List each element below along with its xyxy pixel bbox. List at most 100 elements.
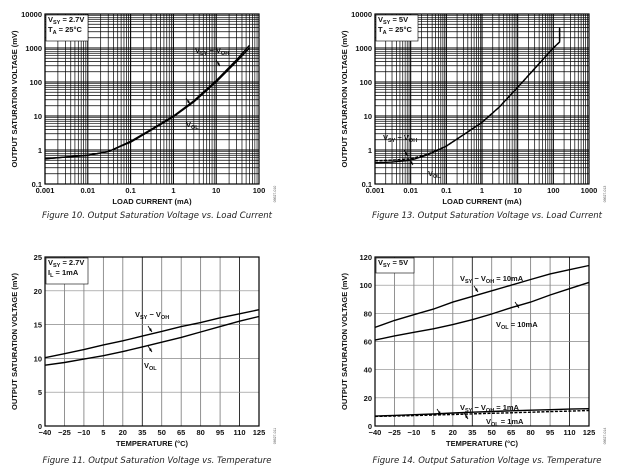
y-tick-label: 1000 bbox=[25, 44, 42, 53]
x-tick-label: 100 bbox=[253, 186, 266, 195]
figure-caption: Figure 14. Output Saturation Voltage vs.… bbox=[373, 456, 602, 466]
x-tick-label: 0.1 bbox=[441, 186, 451, 195]
series-line-1 bbox=[374, 264, 590, 329]
y-tick-label: 60 bbox=[364, 338, 372, 347]
x-tick-label: 95 bbox=[546, 428, 554, 437]
series-label: VOL = 10mA bbox=[496, 320, 538, 331]
series-label: VSY − VOH = 1mA bbox=[460, 403, 520, 414]
y-axis-label: OUTPUT SATURATION VOLTAGE (mV) bbox=[340, 273, 349, 410]
plot-frame bbox=[44, 13, 260, 185]
series-line-2 bbox=[374, 27, 561, 164]
x-tick-label: 65 bbox=[507, 428, 515, 437]
x-tick-label: 50 bbox=[488, 428, 496, 437]
y-tick-label: 120 bbox=[359, 253, 372, 262]
y-tick-label: 10 bbox=[34, 354, 42, 363]
y-tick-label: 20 bbox=[34, 287, 42, 296]
x-tick-label: 5 bbox=[431, 428, 435, 437]
x-tick-label: −10 bbox=[78, 428, 91, 437]
series-label: VOL bbox=[144, 361, 157, 372]
x-tick-label: −40 bbox=[369, 428, 382, 437]
arrowhead-icon bbox=[149, 328, 152, 332]
x-tick-label: 10 bbox=[212, 186, 220, 195]
y-tick-label: 0.1 bbox=[362, 180, 372, 189]
series-line-2 bbox=[44, 315, 260, 366]
figure-caption: Figure 11. Output Saturation Voltage vs.… bbox=[43, 456, 272, 466]
y-tick-label: 100 bbox=[29, 78, 42, 87]
plot-frame bbox=[44, 256, 260, 427]
y-tick-label: 10000 bbox=[351, 10, 372, 19]
condition-label: IL = 1mA bbox=[48, 268, 79, 279]
y-tick-label: 0 bbox=[368, 422, 372, 431]
x-axis-label: LOAD CURRENT (mA) bbox=[442, 197, 522, 206]
series-label: VSY − VOH bbox=[195, 46, 229, 57]
series-label: VSY − VOH bbox=[383, 133, 417, 144]
figure-caption: Figure 13. Output Saturation Voltage vs.… bbox=[372, 211, 603, 221]
x-tick-label: 125 bbox=[253, 428, 266, 437]
arrowhead-icon bbox=[438, 411, 441, 415]
condition-label: VSY = 5V bbox=[378, 15, 408, 26]
gridlines bbox=[44, 14, 259, 185]
y-tick-label: 10000 bbox=[21, 10, 42, 19]
condition-label: VSY = 5V bbox=[378, 258, 408, 269]
x-tick-label: 80 bbox=[196, 428, 204, 437]
x-tick-label: 20 bbox=[119, 428, 127, 437]
y-tick-label: 1 bbox=[38, 146, 42, 155]
x-tick-label: 0.01 bbox=[403, 186, 418, 195]
x-tick-label: 35 bbox=[468, 428, 476, 437]
arrowhead-icon bbox=[475, 288, 478, 292]
x-tick-label: −40 bbox=[39, 428, 52, 437]
y-tick-label: 10 bbox=[364, 112, 372, 121]
y-tick-label: 100 bbox=[359, 281, 372, 290]
arrowhead-icon bbox=[217, 62, 220, 66]
arrowhead-icon bbox=[516, 304, 519, 308]
conditions-box bbox=[375, 257, 415, 274]
series-label: VSY − VOH = 10mA bbox=[460, 274, 524, 285]
x-tick-label: 0.001 bbox=[366, 186, 385, 195]
y-tick-label: 100 bbox=[359, 78, 372, 87]
series-line-2 bbox=[374, 281, 590, 341]
x-tick-label: 95 bbox=[216, 428, 224, 437]
x-tick-label: 65 bbox=[177, 428, 185, 437]
series-label: VSY − VOH bbox=[135, 310, 169, 321]
y-axis-label: OUTPUT SATURATION VOLTAGE (mV) bbox=[10, 30, 19, 167]
series-line-2 bbox=[44, 47, 251, 160]
x-tick-label: 110 bbox=[563, 428, 575, 437]
y-tick-label: 40 bbox=[364, 366, 372, 375]
condition-label: TA = 25°C bbox=[378, 25, 412, 36]
series-label: VOL bbox=[428, 169, 441, 180]
y-tick-label: 1 bbox=[368, 146, 372, 155]
x-tick-label: −25 bbox=[388, 428, 401, 437]
plot-frame bbox=[374, 13, 590, 185]
y-tick-label: 80 bbox=[364, 309, 372, 318]
y-tick-label: 15 bbox=[34, 321, 42, 330]
y-tick-label: 1000 bbox=[355, 44, 372, 53]
document-id: 06627-013 bbox=[603, 186, 607, 203]
arrowhead-icon bbox=[465, 415, 468, 419]
condition-label: VSY = 2.7V bbox=[48, 15, 84, 26]
gridlines bbox=[374, 14, 589, 185]
y-tick-label: 0 bbox=[38, 422, 42, 431]
figure-caption: Figure 10. Output Saturation Voltage vs.… bbox=[42, 211, 273, 221]
y-tick-label: 10 bbox=[34, 112, 42, 121]
series-line-3 bbox=[374, 408, 590, 417]
series-line-4 bbox=[374, 409, 590, 418]
x-tick-label: 10 bbox=[513, 186, 521, 195]
x-tick-label: 80 bbox=[526, 428, 534, 437]
x-axis-label: TEMPERATURE (°C) bbox=[116, 439, 189, 448]
y-tick-label: 5 bbox=[38, 388, 42, 397]
chart-4: VSY = 5V VSY − VOH = 10mA VOL = 10mA VSY − … bbox=[340, 253, 607, 466]
x-tick-label: 125 bbox=[583, 428, 596, 437]
y-axis-label: OUTPUT SATURATION VOLTAGE (mV) bbox=[10, 273, 19, 410]
y-axis-label: OUTPUT SATURATION VOLTAGE (mV) bbox=[340, 30, 349, 167]
x-axis-label: TEMPERATURE (°C) bbox=[446, 439, 519, 448]
x-tick-label: 110 bbox=[233, 428, 245, 437]
plot-frame bbox=[374, 256, 590, 427]
y-tick-label: 25 bbox=[34, 253, 42, 262]
x-tick-label: 50 bbox=[158, 428, 166, 437]
conditions-box bbox=[45, 14, 89, 42]
document-id: 06627-014 bbox=[603, 428, 607, 445]
